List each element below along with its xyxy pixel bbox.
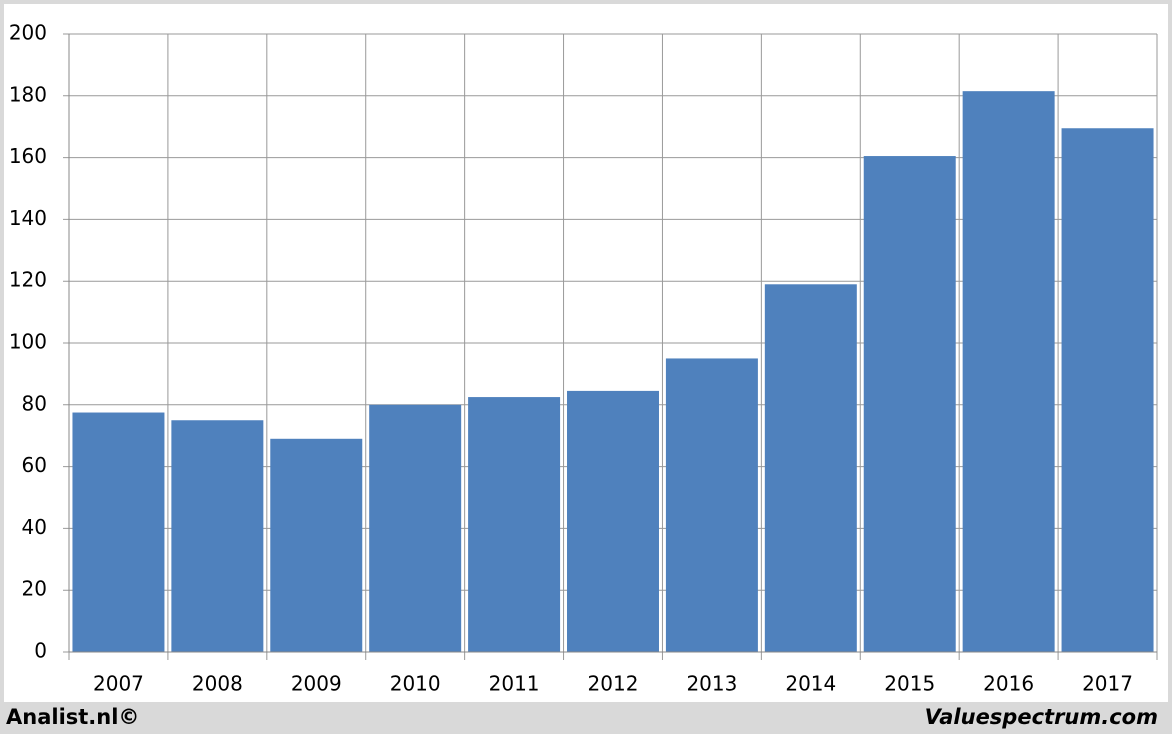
y-tick-label: 180 [9, 82, 47, 106]
y-tick-label: 160 [9, 144, 47, 168]
bar [72, 412, 165, 652]
x-tick-label: 2012 [588, 672, 639, 696]
y-tick-label: 40 [22, 515, 47, 539]
y-tick-label: 60 [22, 453, 47, 477]
y-tick-label: 200 [9, 21, 47, 45]
x-tick-label: 2009 [291, 672, 342, 696]
y-tick-label: 120 [9, 268, 47, 292]
bar [863, 156, 956, 652]
y-tick-label: 100 [9, 330, 47, 354]
bar [1061, 128, 1154, 652]
x-tick-label: 2015 [884, 672, 935, 696]
bar [764, 284, 857, 652]
y-tick-label: 140 [9, 206, 47, 230]
bar [665, 358, 758, 652]
y-tick-label: 20 [22, 577, 47, 601]
x-tick-label: 2008 [192, 672, 243, 696]
footer-left: Analist.nl© [6, 705, 139, 729]
bar [468, 397, 561, 652]
x-tick-label: 2007 [93, 672, 144, 696]
bar [962, 91, 1055, 653]
x-tick-label: 2014 [785, 672, 836, 696]
footer-right: Valuespectrum.com [925, 705, 1158, 729]
x-tick-label: 2013 [686, 672, 737, 696]
bar [171, 420, 264, 652]
y-tick-label: 0 [34, 639, 47, 663]
bar [270, 438, 363, 652]
x-tick-label: 2016 [983, 672, 1034, 696]
x-tick-label: 2017 [1082, 672, 1133, 696]
x-tick-label: 2010 [390, 672, 441, 696]
x-tick-label: 2011 [489, 672, 540, 696]
bar [567, 390, 659, 652]
bar [369, 404, 462, 652]
y-tick-label: 80 [22, 391, 47, 415]
